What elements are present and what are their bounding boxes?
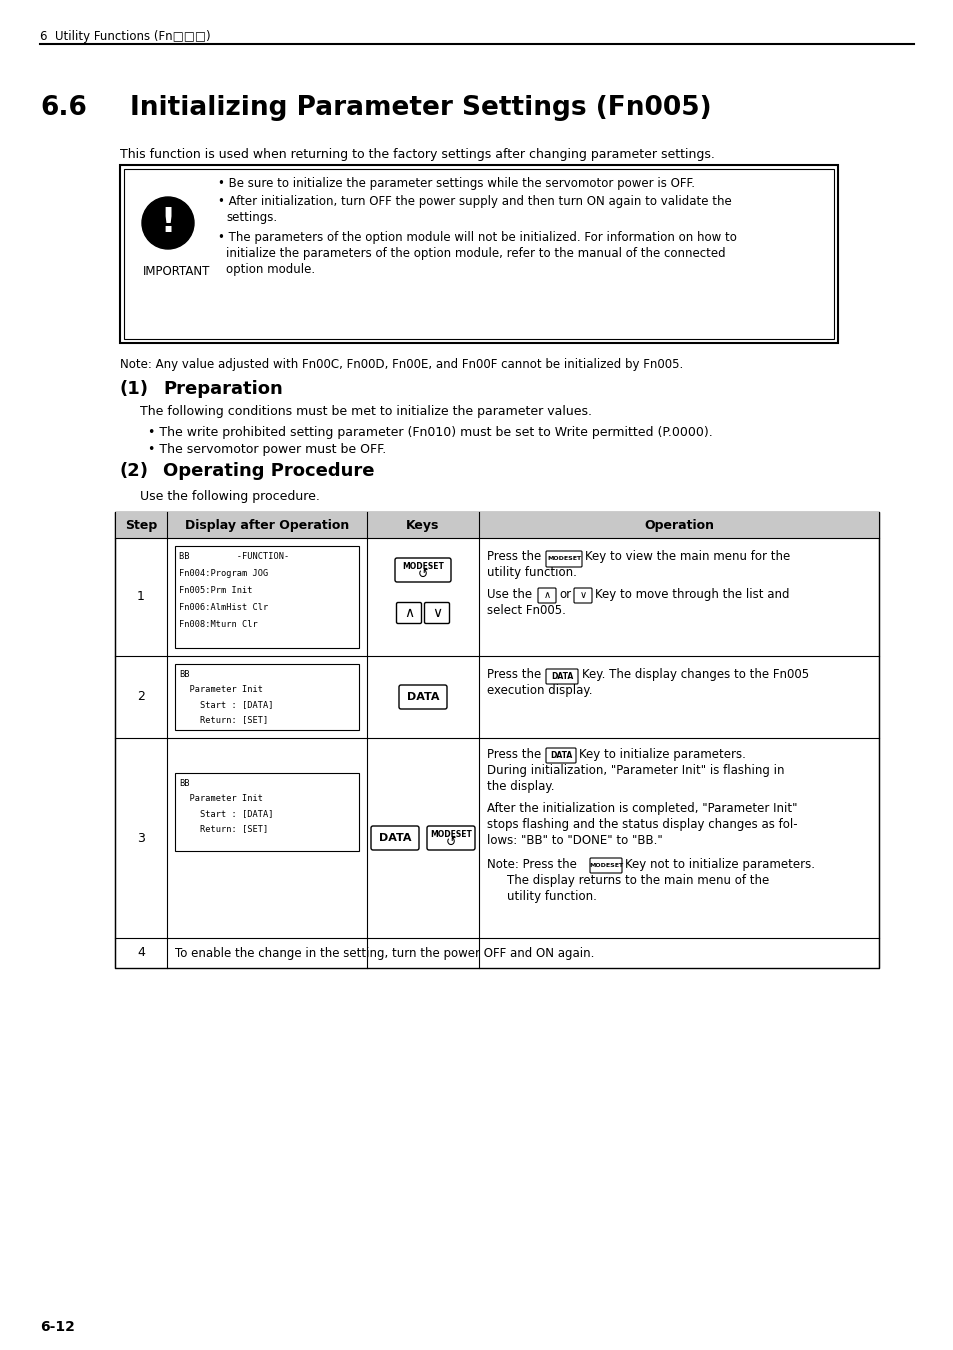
Text: • The servomotor power must be OFF.: • The servomotor power must be OFF.	[148, 443, 386, 456]
Text: Fn008:Mturn Clr: Fn008:Mturn Clr	[179, 620, 257, 629]
Text: 2: 2	[137, 690, 145, 703]
Text: This function is used when returning to the factory settings after changing para: This function is used when returning to …	[120, 148, 714, 161]
Text: Fn006:AlmHist Clr: Fn006:AlmHist Clr	[179, 603, 268, 612]
Text: Parameter Init: Parameter Init	[179, 794, 263, 803]
Text: ∨: ∨	[432, 606, 441, 620]
Text: Press the: Press the	[486, 668, 540, 680]
Text: Return: [SET]: Return: [SET]	[179, 716, 268, 724]
FancyBboxPatch shape	[537, 589, 556, 603]
Text: !: !	[160, 207, 175, 239]
Text: or: or	[558, 589, 571, 601]
Text: Fn005:Prm Init: Fn005:Prm Init	[179, 586, 253, 595]
Text: Note: Any value adjusted with Fn00C, Fn00D, Fn00E, and Fn00F cannot be initializ: Note: Any value adjusted with Fn00C, Fn0…	[120, 358, 682, 371]
Text: Key to initialize parameters.: Key to initialize parameters.	[578, 748, 745, 761]
Text: To enable the change in the setting, turn the power OFF and ON again.: To enable the change in the setting, tur…	[174, 946, 594, 960]
Text: Note: Press the: Note: Press the	[486, 859, 577, 871]
Text: MODESET: MODESET	[430, 830, 472, 838]
Text: Fn004:Program JOG: Fn004:Program JOG	[179, 568, 268, 578]
Circle shape	[142, 197, 193, 248]
Text: ↺: ↺	[445, 836, 456, 849]
Text: ∧: ∧	[543, 590, 550, 601]
Text: DATA: DATA	[378, 833, 411, 842]
Text: the display.: the display.	[486, 780, 554, 792]
Text: Keys: Keys	[406, 518, 439, 532]
Text: DATA: DATA	[406, 693, 438, 702]
Text: ∧: ∧	[403, 606, 414, 620]
Text: 3: 3	[137, 832, 145, 845]
Text: • The parameters of the option module will not be initialized. For information o: • The parameters of the option module wi…	[218, 231, 736, 244]
FancyBboxPatch shape	[589, 859, 621, 873]
Text: MODESET: MODESET	[546, 556, 580, 562]
Text: Step: Step	[125, 518, 157, 532]
Text: Return: [SET]: Return: [SET]	[179, 824, 268, 833]
Text: • The write prohibited setting parameter (Fn010) must be set to Write permitted : • The write prohibited setting parameter…	[148, 427, 712, 439]
FancyBboxPatch shape	[424, 602, 449, 624]
Text: Operation: Operation	[643, 518, 713, 532]
Bar	[174, 774, 358, 850]
Text: Press the: Press the	[486, 549, 540, 563]
Text: ↺: ↺	[417, 568, 428, 580]
Text: Preparation: Preparation	[163, 379, 282, 398]
Bar	[115, 512, 878, 968]
Text: Operating Procedure: Operating Procedure	[163, 462, 375, 481]
Text: ∨: ∨	[578, 590, 586, 601]
Text: Parameter Init: Parameter Init	[179, 684, 263, 694]
Text: The display returns to the main menu of the: The display returns to the main menu of …	[506, 873, 768, 887]
Text: Initializing Parameter Settings (Fn005): Initializing Parameter Settings (Fn005)	[130, 95, 711, 122]
Bar	[174, 545, 358, 648]
Text: Key to view the main menu for the: Key to view the main menu for the	[584, 549, 789, 563]
Text: 6  Utility Functions (Fn□□□): 6 Utility Functions (Fn□□□)	[40, 30, 211, 43]
Text: DATA: DATA	[549, 751, 572, 760]
Text: lows: "BB" to "DONE" to "BB.": lows: "BB" to "DONE" to "BB."	[486, 834, 662, 846]
Bar	[120, 165, 837, 343]
Bar	[124, 169, 833, 339]
FancyBboxPatch shape	[545, 551, 581, 567]
Text: 6-12: 6-12	[40, 1320, 74, 1334]
Text: 1: 1	[137, 590, 145, 603]
Text: The following conditions must be met to initialize the parameter values.: The following conditions must be met to …	[140, 405, 592, 418]
Text: BB: BB	[179, 779, 190, 788]
Text: utility function.: utility function.	[506, 890, 597, 903]
Text: Use the: Use the	[486, 589, 532, 601]
Text: MODESET: MODESET	[401, 562, 443, 571]
Text: initialize the parameters of the option module, refer to the manual of the conne: initialize the parameters of the option …	[226, 247, 725, 261]
FancyBboxPatch shape	[574, 589, 592, 603]
Text: stops flashing and the status display changes as fol-: stops flashing and the status display ch…	[486, 818, 797, 832]
Text: utility function.: utility function.	[486, 566, 577, 579]
Text: 4: 4	[137, 946, 145, 960]
Text: Key not to initialize parameters.: Key not to initialize parameters.	[624, 859, 814, 871]
Text: Key to move through the list and: Key to move through the list and	[595, 589, 789, 601]
FancyBboxPatch shape	[398, 684, 447, 709]
FancyBboxPatch shape	[395, 558, 451, 582]
Text: MODESET: MODESET	[588, 863, 622, 868]
Text: • After initialization, turn OFF the power supply and then turn ON again to vali: • After initialization, turn OFF the pow…	[218, 194, 731, 208]
Text: IMPORTANT: IMPORTANT	[143, 265, 211, 278]
Text: option module.: option module.	[226, 263, 314, 275]
Bar	[115, 512, 878, 539]
Text: execution display.: execution display.	[486, 684, 592, 697]
Text: DATA: DATA	[550, 672, 573, 680]
Text: Display after Operation: Display after Operation	[185, 518, 349, 532]
Text: select Fn005.: select Fn005.	[486, 603, 565, 617]
Text: During initialization, "Parameter Init" is flashing in: During initialization, "Parameter Init" …	[486, 764, 783, 778]
Text: 6.6: 6.6	[40, 95, 87, 122]
Text: Press the: Press the	[486, 748, 540, 761]
FancyBboxPatch shape	[371, 826, 418, 850]
Text: Start : [DATA]: Start : [DATA]	[179, 809, 274, 818]
FancyBboxPatch shape	[545, 670, 578, 684]
Text: settings.: settings.	[226, 211, 276, 224]
Text: Use the following procedure.: Use the following procedure.	[140, 490, 319, 504]
Text: Start : [DATA]: Start : [DATA]	[179, 701, 274, 709]
Text: (1): (1)	[120, 379, 149, 398]
Text: BB         -FUNCTION-: BB -FUNCTION-	[179, 552, 289, 562]
Text: • Be sure to initialize the parameter settings while the servomotor power is OFF: • Be sure to initialize the parameter se…	[218, 177, 695, 190]
Text: Key. The display changes to the Fn005: Key. The display changes to the Fn005	[581, 668, 808, 680]
Text: BB: BB	[179, 670, 190, 679]
FancyBboxPatch shape	[396, 602, 421, 624]
FancyBboxPatch shape	[427, 826, 475, 850]
Bar	[174, 664, 358, 730]
Text: (2): (2)	[120, 462, 149, 481]
FancyBboxPatch shape	[545, 748, 576, 763]
Text: After the initialization is completed, "Parameter Init": After the initialization is completed, "…	[486, 802, 797, 815]
